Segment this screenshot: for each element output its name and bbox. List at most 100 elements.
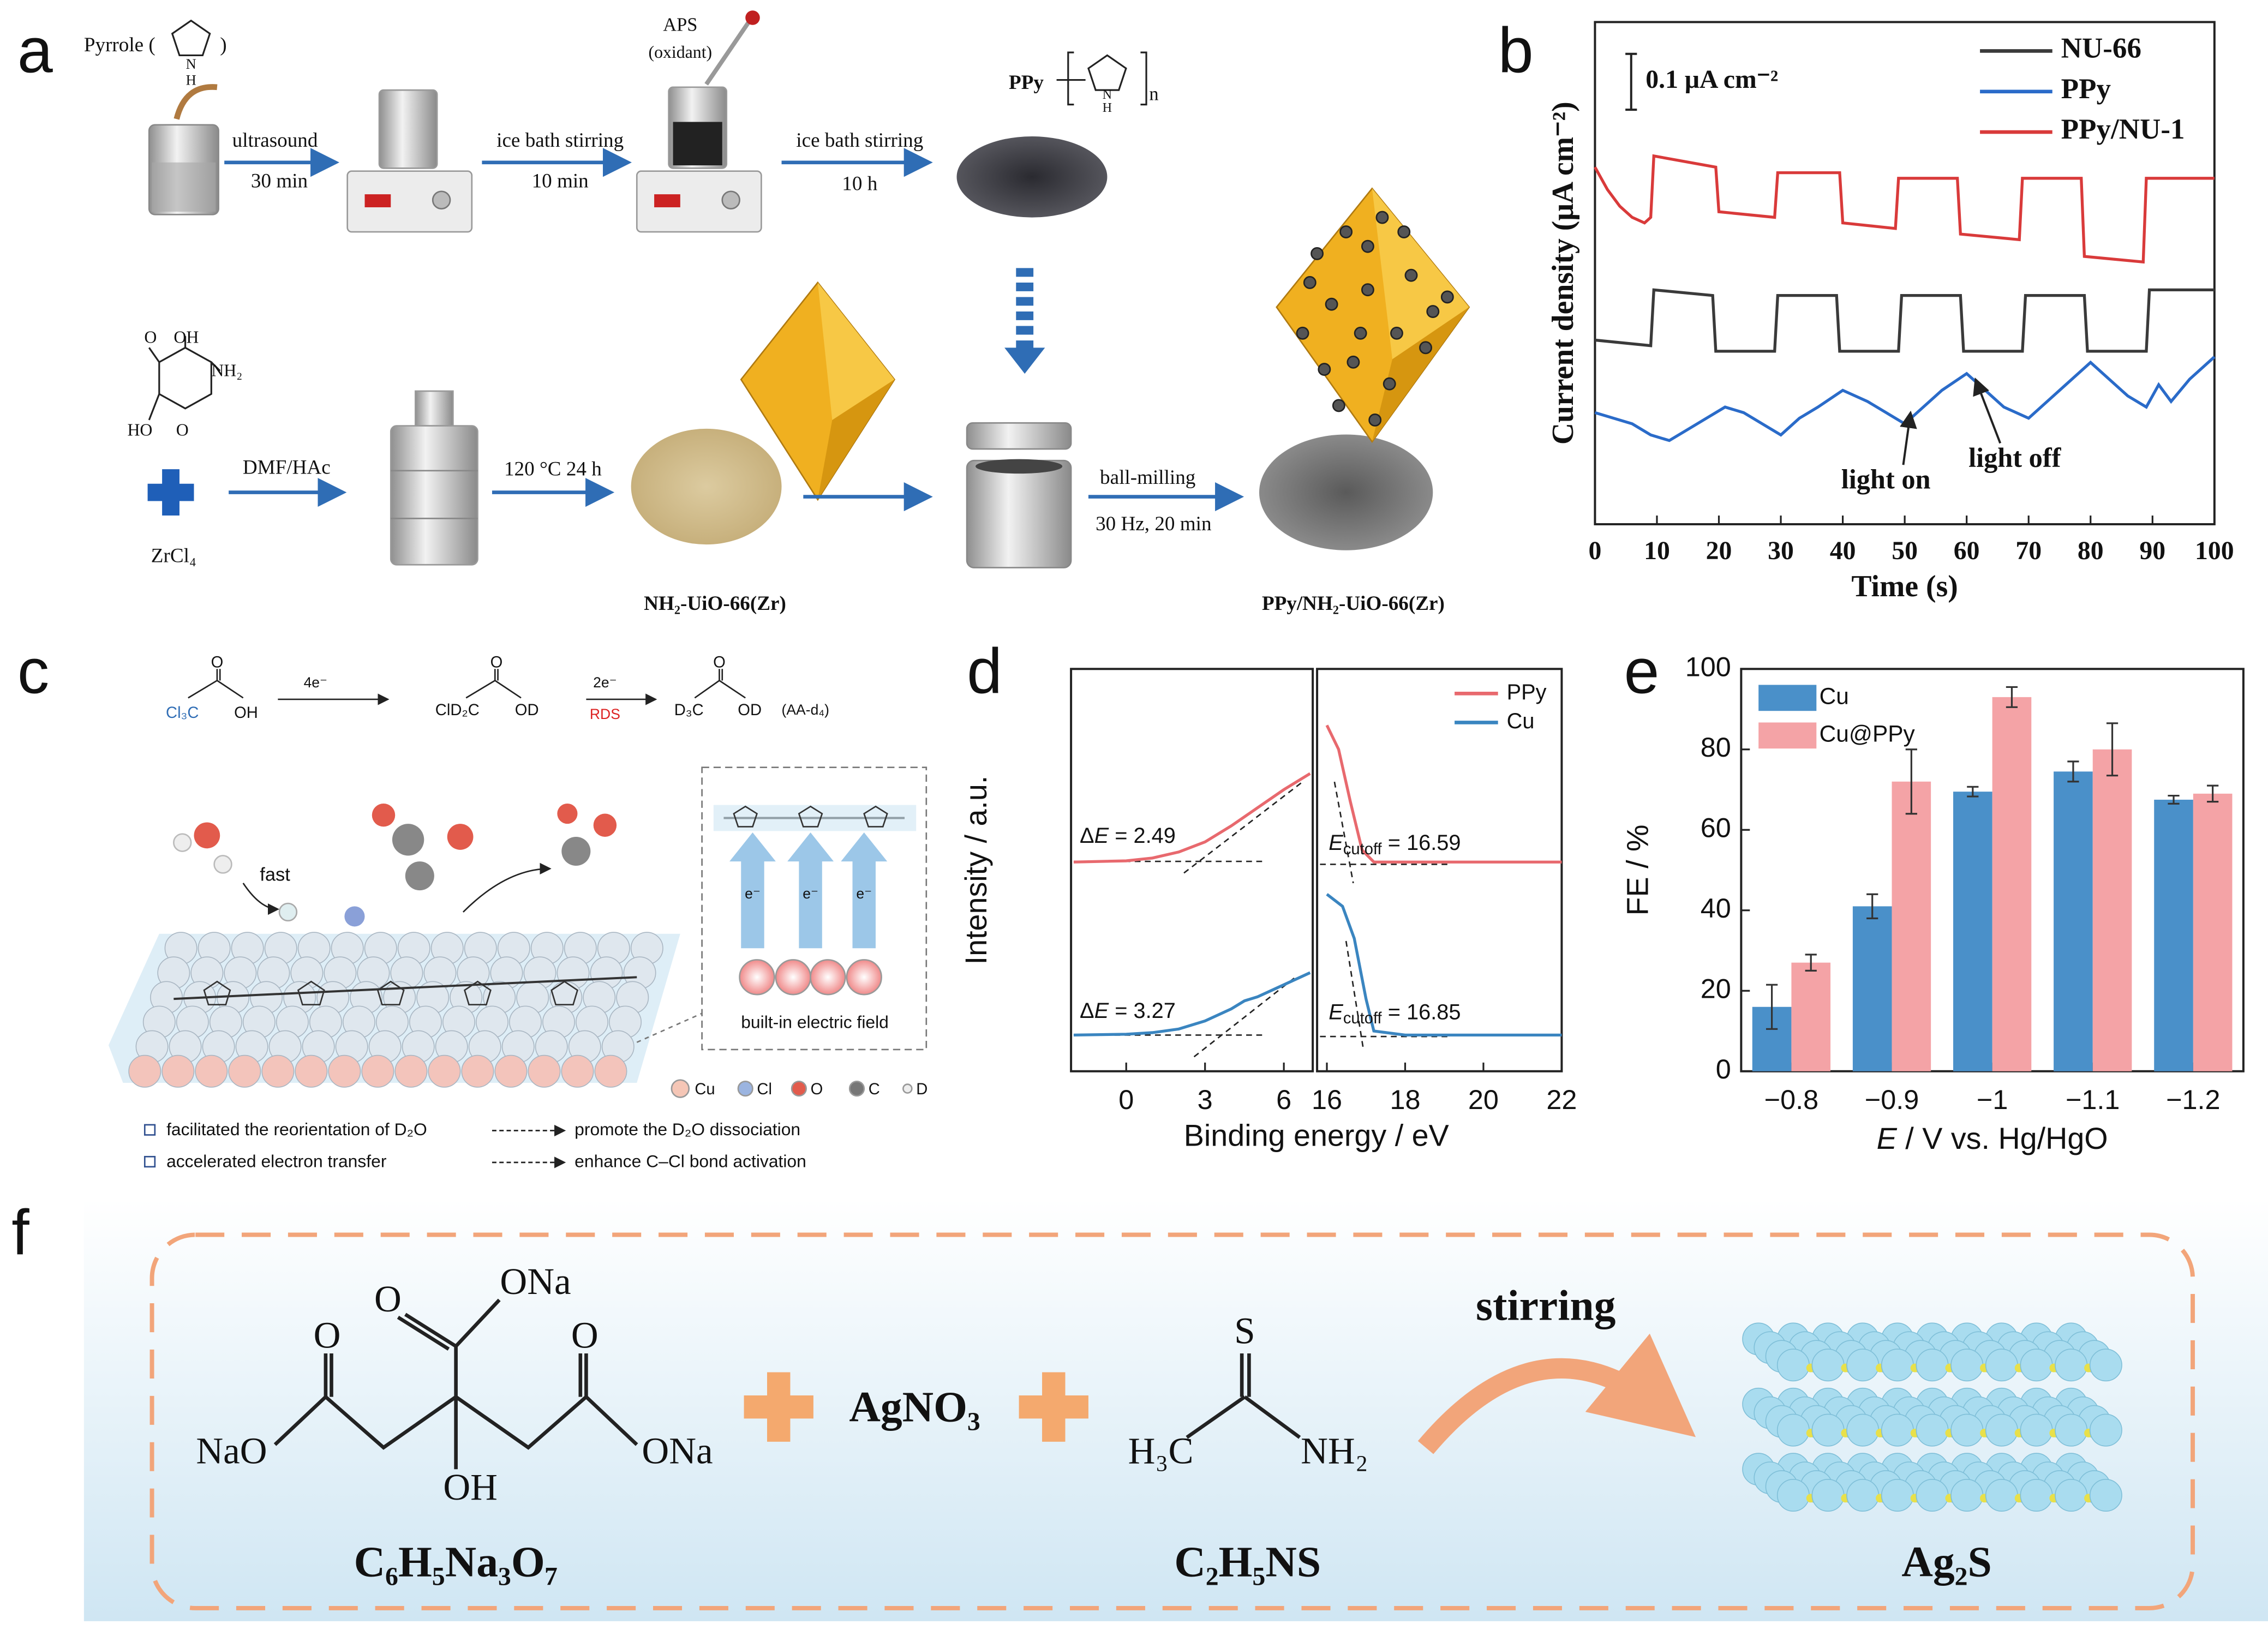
bar xyxy=(2154,799,2193,1071)
legend-swatch xyxy=(737,1080,753,1097)
x-tick-label: 16 xyxy=(1312,1084,1342,1115)
label: e⁻ xyxy=(803,885,818,902)
bar xyxy=(1992,697,2032,1071)
label: 10 min xyxy=(532,170,589,192)
dot xyxy=(1404,268,1418,282)
label: 10 h xyxy=(842,173,877,195)
scale-bar-label: 0.1 μA cm⁻² xyxy=(1645,65,1778,94)
atom xyxy=(1916,1349,1949,1382)
label: ball-milling xyxy=(1100,466,1195,489)
dot xyxy=(1397,225,1411,239)
scheme-c: O Cl₃C OH 4e⁻ O ClD₂C OD 2e⁻ RDS O D₃C O… xyxy=(108,654,927,1171)
atom xyxy=(739,959,775,996)
annotation-arrow xyxy=(1900,410,1917,465)
error-bar xyxy=(2106,722,2119,777)
dot xyxy=(1303,276,1316,289)
dot xyxy=(1318,363,1331,376)
label: 120 °C 24 h xyxy=(504,458,602,480)
dot xyxy=(1296,326,1309,340)
annotation: ΔE = 3.27 xyxy=(1080,998,1176,1022)
label: O xyxy=(374,1278,402,1320)
atom xyxy=(1916,1413,1949,1447)
label: PPy xyxy=(1009,71,1044,94)
atom xyxy=(1916,1479,1949,1512)
atom xyxy=(428,1054,461,1088)
facet xyxy=(1372,188,1469,359)
scheme-a: Pyrrole ( N H ) ultrasound 30 min ice ba… xyxy=(84,10,1470,615)
label: H xyxy=(1103,101,1112,115)
legend-label: Cu xyxy=(695,1081,715,1098)
error-bar xyxy=(2207,784,2219,803)
ring xyxy=(297,980,325,1006)
note: enhance C–Cl bond activation xyxy=(575,1151,806,1171)
plus xyxy=(744,1372,813,1442)
label: OH xyxy=(234,704,258,722)
x-axis-label: Time (s) xyxy=(1851,570,1958,603)
atom xyxy=(1811,1479,1845,1512)
liquid xyxy=(673,122,722,166)
x-tick-label: 3 xyxy=(1198,1084,1213,1115)
atom xyxy=(161,1054,195,1088)
beaker xyxy=(378,89,438,169)
atom xyxy=(1846,1479,1880,1512)
label: ice bath stirring xyxy=(796,129,923,152)
molecule xyxy=(148,336,221,421)
annotation-part: E xyxy=(1329,831,1343,855)
label: ultrasound xyxy=(232,129,318,152)
annotation-part: cutoff xyxy=(1343,1010,1383,1027)
atom xyxy=(228,1054,261,1088)
label: OD xyxy=(515,702,539,719)
bar xyxy=(2193,793,2233,1071)
facet xyxy=(1372,307,1469,442)
atom xyxy=(775,959,811,996)
annotation: light on xyxy=(1841,464,1931,495)
panel-label: b xyxy=(1498,14,1534,86)
bond xyxy=(465,669,522,699)
arrow xyxy=(242,883,279,915)
dot xyxy=(1354,326,1367,340)
label: NH₂ xyxy=(211,361,242,380)
label: O xyxy=(713,654,726,671)
axes-frame xyxy=(1316,668,1563,1072)
panel-label: e xyxy=(1624,635,1659,706)
atom xyxy=(2089,1349,2122,1382)
ring xyxy=(798,805,823,828)
atom xyxy=(1846,1413,1880,1447)
atom xyxy=(2020,1349,2053,1382)
dot xyxy=(1347,355,1360,369)
annotation-part: E xyxy=(1094,824,1109,848)
atom xyxy=(1950,1349,1984,1382)
x-tick-label: −1.1 xyxy=(2066,1084,2120,1115)
dropper-bulb xyxy=(745,10,760,25)
bar xyxy=(2054,771,2093,1071)
atom xyxy=(261,1054,295,1088)
atom xyxy=(1985,1413,2018,1447)
label: NaO xyxy=(196,1430,267,1472)
atom xyxy=(344,906,365,927)
ring xyxy=(733,805,758,828)
atom xyxy=(447,824,474,850)
dot xyxy=(1375,211,1389,224)
arrow xyxy=(173,84,218,120)
label: D₃C xyxy=(674,702,704,719)
y-tick-label: 40 xyxy=(1701,892,1731,924)
ag2s-crystal xyxy=(1742,1322,2122,1512)
atom xyxy=(195,1054,228,1088)
dot xyxy=(1332,399,1345,412)
connector xyxy=(636,1012,703,1043)
scale-bar xyxy=(1625,52,1637,111)
note: facilitated the reorientation of D₂O xyxy=(166,1119,427,1139)
label: NH₂-UiO-66(Zr) xyxy=(644,592,786,615)
error-bar xyxy=(1967,786,1979,798)
error-bar xyxy=(1866,893,1878,920)
atom xyxy=(1811,1349,1845,1382)
legend-label: PPy xyxy=(2061,73,2111,105)
legend-label: Cu@PPy xyxy=(1820,721,1916,747)
atom xyxy=(194,822,220,849)
y-axis-label: Intensity / a.u. xyxy=(959,776,993,965)
cu-lattice xyxy=(128,932,663,1088)
label: Cl₃C xyxy=(166,704,199,722)
ppy-chain xyxy=(173,976,637,1000)
legend-swatch xyxy=(1758,685,1817,711)
label: (oxidant) xyxy=(648,43,712,62)
